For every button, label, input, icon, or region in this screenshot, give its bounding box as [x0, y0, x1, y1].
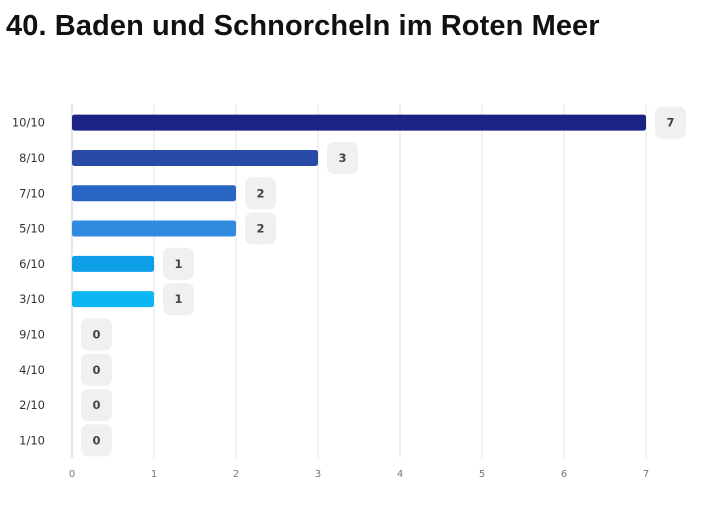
value-badge	[327, 141, 358, 174]
bar	[72, 291, 154, 308]
category-label: 1/10	[19, 433, 45, 447]
value-label: 2	[256, 186, 264, 200]
category-label: 8/10	[19, 151, 45, 165]
value-label: 0	[92, 398, 100, 412]
x-tick-label: 1	[151, 469, 157, 480]
value-label: 1	[174, 292, 182, 306]
x-tick-label: 4	[397, 469, 403, 480]
category-label: 7/10	[19, 186, 45, 200]
x-axis-ticks: 0 1 2 3 4 5 6 7	[69, 469, 649, 480]
value-badge	[81, 424, 112, 457]
value-badge	[81, 318, 112, 351]
category-label: 9/10	[19, 327, 45, 341]
bar	[72, 114, 646, 131]
category-label: 6/10	[19, 257, 45, 271]
x-tick-label: 7	[643, 469, 649, 480]
bar	[72, 220, 236, 237]
category-label: 2/10	[19, 398, 45, 412]
x-tick-label: 0	[69, 469, 75, 480]
value-label: 7	[666, 116, 674, 130]
value-badge	[81, 353, 112, 386]
value-label: 0	[92, 327, 100, 341]
bar	[72, 255, 154, 272]
bar	[72, 149, 318, 166]
value-labels: 7 3 2 2 1 1 0 0 0 0	[81, 106, 686, 457]
value-label: 1	[174, 257, 182, 271]
value-badge	[245, 177, 276, 210]
category-label: 5/10	[19, 222, 45, 236]
category-labels: 10/10 8/10 7/10 5/10 6/10 3/10 9/10 4/10 2/10 1/1…	[12, 116, 45, 448]
x-tick-label: 3	[315, 469, 321, 480]
category-label: 4/10	[19, 363, 45, 377]
value-badge	[81, 389, 112, 422]
value-badge	[655, 106, 686, 139]
value-label: 2	[256, 222, 264, 236]
value-badge	[163, 247, 194, 280]
bar	[72, 185, 236, 202]
x-tick-label: 6	[561, 469, 567, 480]
value-label: 0	[92, 363, 100, 377]
category-label: 10/10	[12, 116, 45, 130]
bars	[72, 114, 646, 308]
x-tick-label: 5	[479, 469, 485, 480]
chart-title: 40. Baden und Schnorcheln im Roten Meer	[6, 10, 600, 42]
x-tick-label: 2	[233, 469, 239, 480]
value-badge	[163, 283, 194, 316]
value-label: 0	[92, 433, 100, 447]
category-label: 3/10	[19, 292, 45, 306]
value-label: 3	[338, 151, 346, 165]
value-badge	[245, 212, 276, 245]
